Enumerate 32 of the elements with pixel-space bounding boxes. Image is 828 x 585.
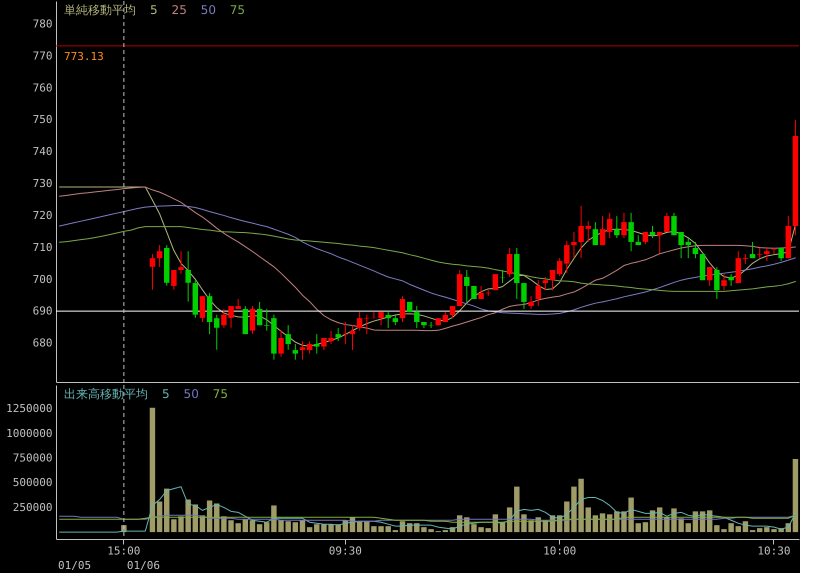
y-tick-label: 760 [32, 81, 52, 94]
y-tick-label: 700 [32, 272, 52, 286]
y-tick-label: 750000 [12, 452, 52, 465]
text: 5 [162, 387, 170, 401]
y-tick-label: 720 [32, 208, 52, 222]
x-tick-label: 15:00 [107, 544, 140, 558]
y-tick-label: 680 [32, 336, 52, 350]
y-tick-label: 770 [32, 49, 52, 62]
text: 75 [212, 387, 228, 401]
y-tick-label: 500000 [12, 476, 52, 490]
text: 25 [172, 3, 187, 17]
y-tick-label: 780 [32, 17, 52, 30]
x-tick-label: 10:30 [757, 544, 791, 558]
y-tick-label: 250000 [12, 500, 52, 514]
text: 50 [184, 387, 199, 401]
y-tick-label: 1250000 [6, 402, 52, 416]
y-tick-label: 750 [32, 113, 52, 126]
y-tick-label: 740 [32, 145, 52, 158]
text: 5 [150, 3, 158, 17]
x-tick-label: 10:00 [543, 544, 576, 558]
y-tick-label: 710 [32, 240, 52, 254]
text: 75 [230, 3, 246, 17]
y-tick-label: 690 [32, 304, 52, 318]
legend-title: 単純移動平均 [64, 3, 136, 17]
ref-line-label: 773.13 [64, 50, 104, 63]
text: 01/05 [58, 559, 92, 572]
text: 01/06 [126, 559, 160, 572]
text: 50 [200, 3, 216, 17]
y-tick-label: 730 [32, 177, 52, 190]
x-tick-label: 09:30 [328, 544, 362, 558]
y-tick-label: 1000000 [6, 426, 52, 440]
legend-title: 出来高移動平均 [64, 387, 148, 401]
